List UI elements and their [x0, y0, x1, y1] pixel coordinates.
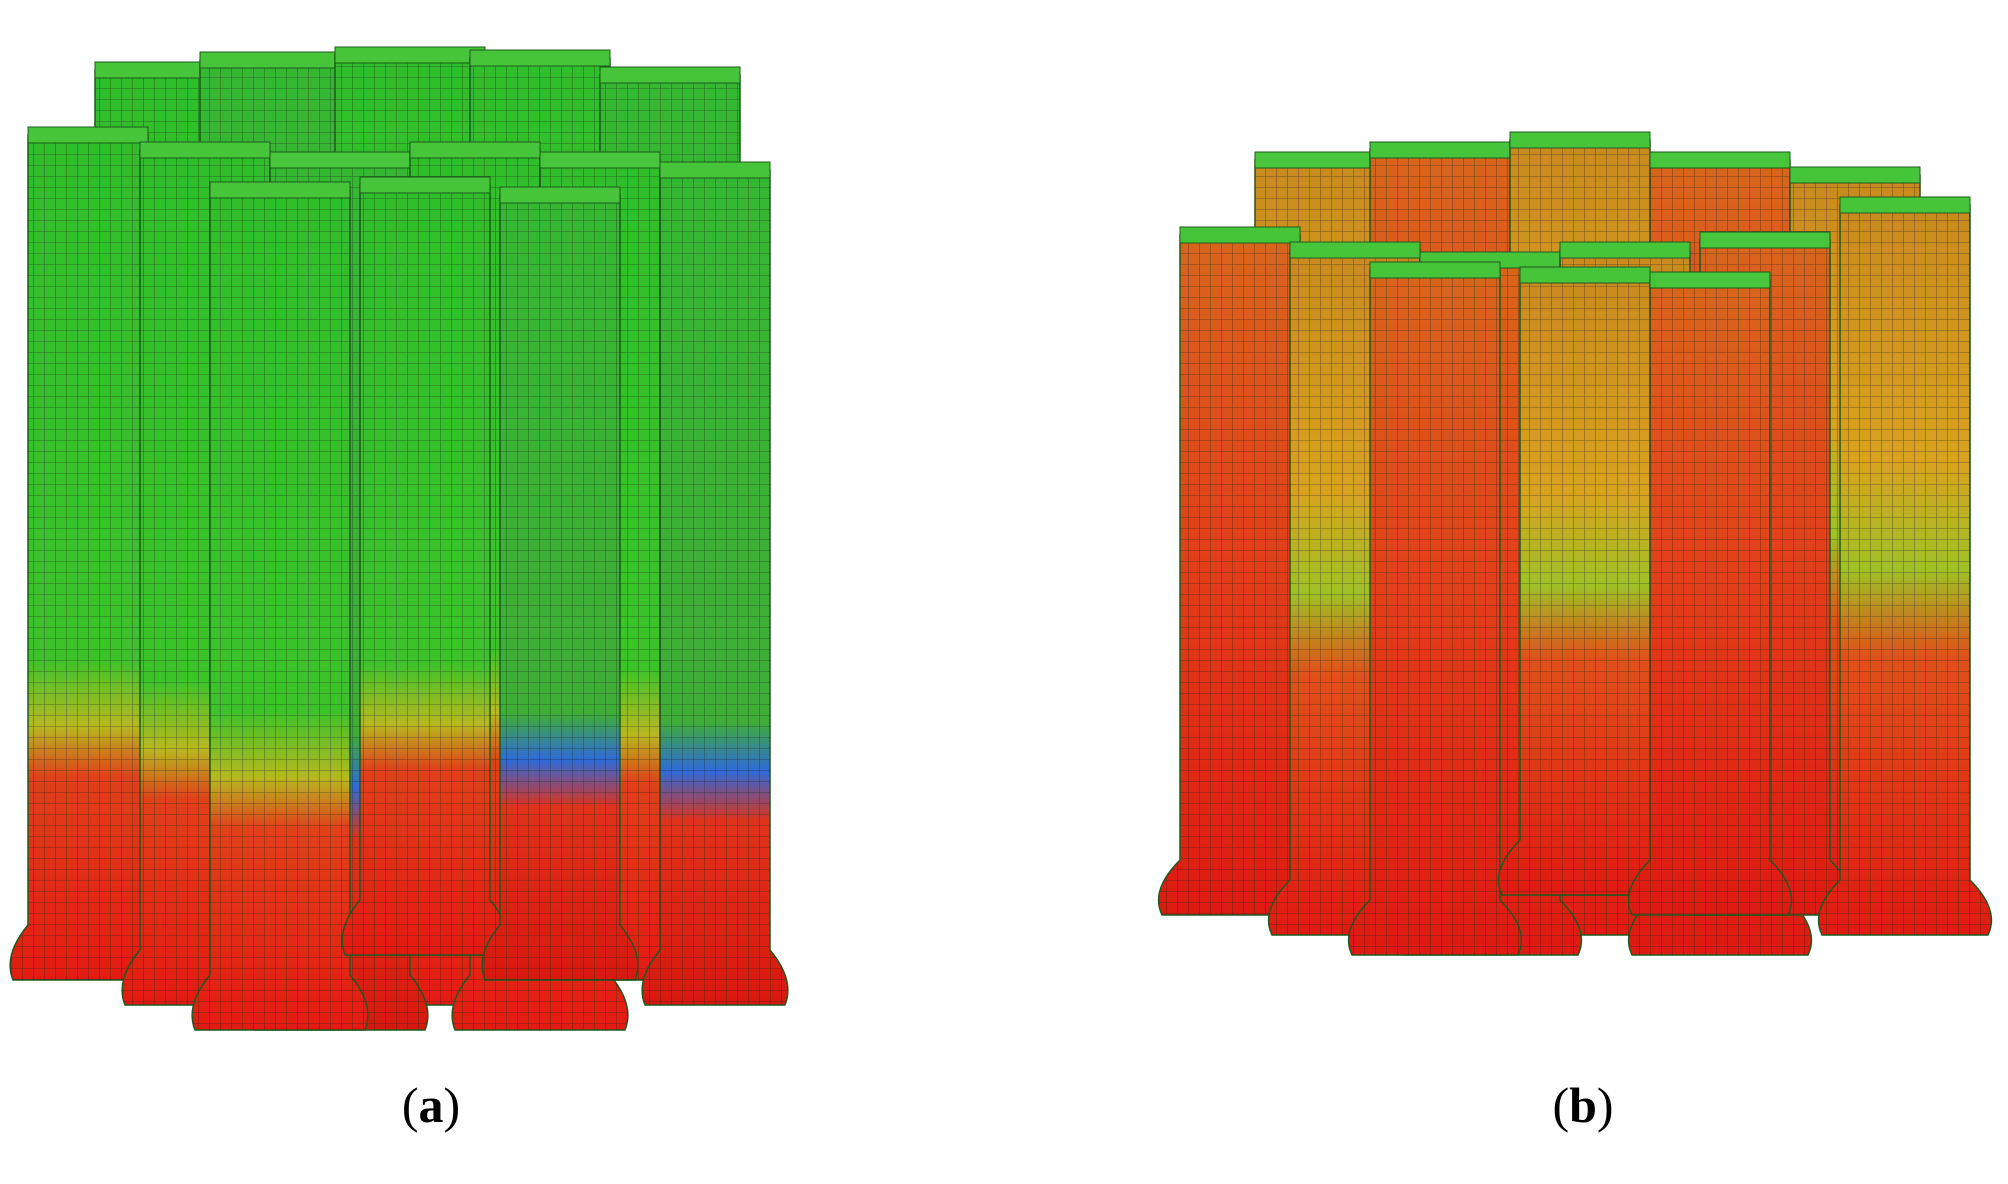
tube-top [1649, 271, 1771, 289]
tube-mesh [1498, 275, 1672, 895]
tube-mesh [1158, 235, 1322, 915]
tube-mesh [482, 195, 638, 980]
simulation-a [9, 46, 789, 1031]
tube-top [27, 126, 149, 144]
paren: ) [1597, 1077, 1614, 1133]
tube-top [599, 66, 741, 84]
tube-top [209, 181, 351, 199]
paren: ( [1552, 1077, 1569, 1133]
tube-top [1509, 131, 1651, 149]
tube-top [269, 151, 411, 169]
tube-mesh [1628, 280, 1792, 915]
tube-top [409, 141, 541, 159]
letter: b [1569, 1077, 1597, 1133]
tube-mesh [342, 185, 508, 955]
tube-top [1699, 231, 1831, 249]
tube-mesh [192, 190, 368, 1030]
tube-top [1179, 226, 1301, 244]
letter: a [419, 1077, 444, 1133]
tube-mesh [1348, 270, 1522, 955]
tube-mesh [642, 170, 788, 1005]
tube-top [199, 51, 341, 69]
tube-top [1839, 196, 1971, 214]
tube-top [469, 49, 611, 67]
tube-top [659, 161, 771, 179]
tube-mesh [1818, 205, 1992, 935]
tube-top [139, 141, 271, 159]
simulation-b [1157, 131, 1993, 956]
tube-top [1369, 141, 1511, 159]
tube-top [1369, 261, 1501, 279]
tube-mesh [10, 135, 166, 980]
tube-top [1254, 151, 1386, 169]
tube-top [1789, 166, 1921, 184]
tube-top [334, 46, 486, 64]
panel-label: (b) [1552, 1077, 1613, 1133]
tube-top [1289, 241, 1421, 259]
tube-top [1649, 151, 1791, 169]
tube-top [1519, 266, 1651, 284]
tube-top [1559, 241, 1691, 259]
paren: ( [402, 1077, 419, 1133]
paren: ) [444, 1077, 461, 1133]
tube-top [499, 186, 621, 204]
tube-top [539, 151, 661, 169]
tube-top [359, 176, 491, 194]
panel-label: (a) [402, 1077, 460, 1133]
